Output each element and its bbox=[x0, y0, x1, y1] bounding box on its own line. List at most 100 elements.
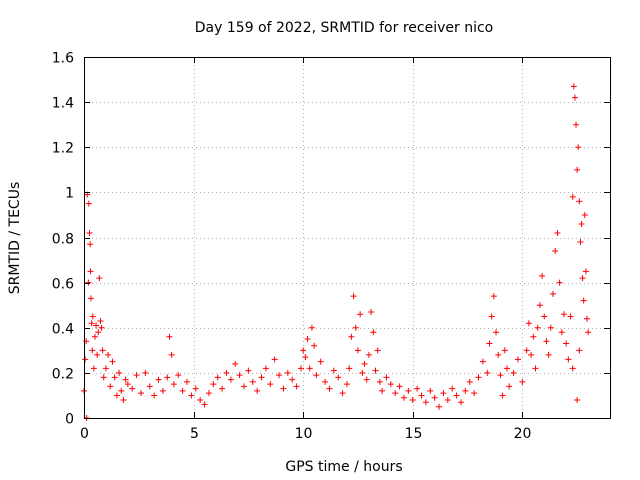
data-point bbox=[86, 229, 93, 236]
data-point bbox=[133, 372, 140, 379]
data-point bbox=[262, 365, 269, 372]
data-point bbox=[339, 390, 346, 397]
data-point bbox=[348, 333, 355, 340]
data-point bbox=[184, 378, 191, 385]
y-axis-label: SRMTID / TECUs bbox=[7, 182, 23, 295]
data-point bbox=[267, 381, 274, 388]
data-point bbox=[466, 378, 473, 385]
data-point bbox=[297, 365, 304, 372]
data-point bbox=[330, 367, 337, 374]
data-point bbox=[293, 383, 300, 390]
data-point bbox=[236, 372, 243, 379]
x-axis-label: GPS time / hours bbox=[285, 459, 402, 475]
data-point bbox=[400, 394, 407, 401]
data-point bbox=[563, 340, 570, 347]
data-point bbox=[118, 387, 125, 394]
data-point bbox=[87, 268, 94, 275]
data-point bbox=[499, 392, 506, 399]
data-point bbox=[205, 390, 212, 397]
data-point bbox=[122, 376, 129, 383]
data-point bbox=[300, 347, 307, 354]
axis-ticks: 0 5 10 15 20 0 0.2 0.4 0.6 0.8 1 1.2 1.4 1.6 bbox=[52, 51, 610, 442]
data-point bbox=[582, 268, 589, 275]
data-point bbox=[352, 324, 359, 331]
data-point bbox=[569, 365, 576, 372]
data-point bbox=[510, 369, 517, 376]
data-point bbox=[536, 302, 543, 309]
data-point bbox=[284, 369, 291, 376]
y-tick-label: 1.6 bbox=[52, 51, 74, 67]
data-point bbox=[109, 358, 116, 365]
data-point bbox=[396, 383, 403, 390]
data-point bbox=[258, 374, 265, 381]
data-point bbox=[97, 317, 104, 324]
data-point bbox=[354, 347, 361, 354]
data-point bbox=[326, 385, 333, 392]
data-point bbox=[525, 320, 532, 327]
data-point bbox=[575, 144, 582, 151]
data-point bbox=[571, 94, 578, 101]
data-point bbox=[359, 369, 366, 376]
data-point bbox=[88, 295, 95, 302]
x-tick-label: 10 bbox=[295, 426, 313, 442]
data-point bbox=[254, 387, 261, 394]
data-point bbox=[113, 392, 120, 399]
data-point bbox=[462, 387, 469, 394]
data-point bbox=[179, 387, 186, 394]
data-point bbox=[197, 396, 204, 403]
data-point bbox=[219, 385, 226, 392]
data-point bbox=[223, 369, 230, 376]
y-tick-label: 0 bbox=[65, 412, 74, 428]
data-point bbox=[137, 390, 144, 397]
data-point bbox=[565, 356, 572, 363]
data-point bbox=[94, 351, 101, 358]
data-point bbox=[214, 374, 221, 381]
data-point bbox=[192, 385, 199, 392]
data-point bbox=[159, 387, 166, 394]
data-point bbox=[313, 372, 320, 379]
data-point bbox=[486, 340, 493, 347]
x-tick-label: 5 bbox=[190, 426, 199, 442]
data-point bbox=[585, 329, 592, 336]
data-point bbox=[365, 351, 372, 358]
data-point bbox=[346, 365, 353, 372]
data-point bbox=[552, 248, 559, 255]
data-point bbox=[475, 374, 482, 381]
data-point bbox=[87, 241, 94, 248]
data-point bbox=[497, 372, 504, 379]
data-point bbox=[322, 378, 329, 385]
data-point bbox=[431, 394, 438, 401]
data-point bbox=[155, 376, 162, 383]
data-point bbox=[444, 396, 451, 403]
data-point bbox=[519, 378, 526, 385]
data-point bbox=[409, 396, 416, 403]
y-tick-label: 0.6 bbox=[52, 277, 74, 293]
data-point bbox=[576, 347, 583, 354]
data-point bbox=[578, 220, 585, 227]
data-point bbox=[576, 198, 583, 205]
data-point bbox=[471, 390, 478, 397]
data-point bbox=[490, 293, 497, 300]
data-point bbox=[85, 200, 92, 207]
data-point bbox=[543, 338, 550, 345]
y-tick-label: 0.4 bbox=[52, 322, 74, 338]
data-point bbox=[422, 399, 429, 406]
data-point bbox=[357, 311, 364, 318]
data-point bbox=[503, 365, 510, 372]
data-point bbox=[302, 354, 309, 361]
data-point bbox=[280, 385, 287, 392]
data-point bbox=[577, 239, 584, 246]
data-point bbox=[528, 351, 535, 358]
data-point bbox=[580, 297, 587, 304]
data-point bbox=[129, 385, 136, 392]
data-point bbox=[488, 313, 495, 320]
data-point bbox=[98, 324, 105, 331]
data-point bbox=[99, 347, 106, 354]
data-point bbox=[311, 342, 318, 349]
data-point bbox=[111, 374, 118, 381]
data-point bbox=[495, 351, 502, 358]
data-point bbox=[124, 381, 131, 388]
data-point bbox=[501, 347, 508, 354]
y-tick-label: 0.2 bbox=[52, 367, 74, 383]
